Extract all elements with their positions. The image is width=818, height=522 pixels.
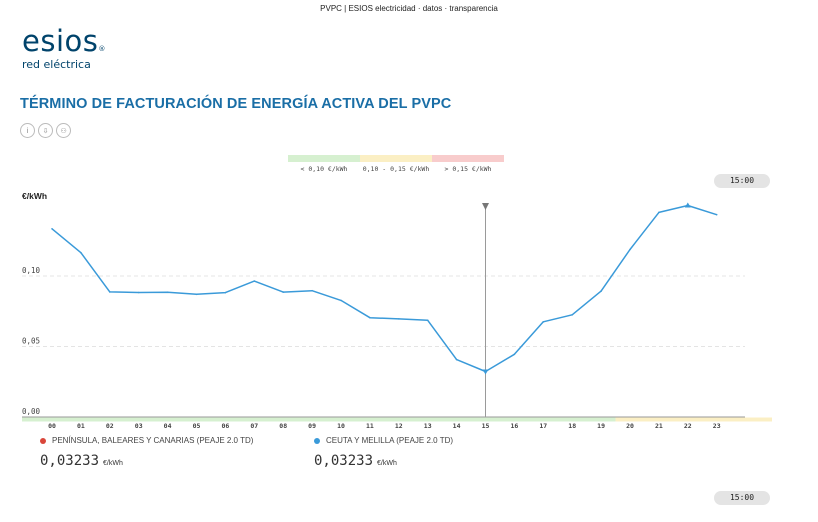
data-point [137,291,140,294]
data-point [455,358,458,361]
data-point [600,290,602,292]
x-tick-label: 06 [221,422,229,430]
x-tick-label: 18 [568,422,576,430]
data-point [571,313,573,316]
chart-grid [22,275,745,418]
logo-registered-mark: ® [98,45,106,53]
selected-hour-marker [482,369,489,375]
data-point [224,291,227,294]
data-point [398,318,400,320]
data-point [109,291,111,293]
x-tick-label: 05 [193,422,201,430]
x-tick-label: 10 [337,422,345,430]
peak-marker [684,202,691,208]
price-range-legend: < 0,10 €/kWh 0,10 - 0,15 €/kWh > 0,15 €/… [288,155,504,173]
series-item-peninsula[interactable]: PENÍNSULA, BALEARES Y CANARIAS (PEAJE 2.… [40,436,253,445]
download-icon[interactable]: ⇩ [38,123,53,138]
x-tick-label: 02 [106,422,114,430]
value-peninsula-unit: €/kWh [103,460,123,467]
series-item-ceuta-melilla[interactable]: CEUTA Y MELILLA (PEAJE 2.0 TD) [314,436,453,445]
page-caption: PVPC | ESIOS electricidad · datos · tran… [320,4,498,13]
legend-high: > 0,15 €/kWh [432,155,504,173]
x-tick-labels: 00 01 02 03 04 05 06 07 08 09 10 11 12 13 14 15 16 17 18 19… [48,422,721,430]
value-ceuta-melilla-unit: €/kWh [377,460,397,467]
data-point [253,280,256,282]
value-peninsula-number: 0,03233 [40,453,100,469]
band-low [22,417,616,422]
cursor-arrow [482,203,489,210]
x-tick-label: 23 [713,422,721,430]
legend-high-label: > 0,15 €/kWh [444,165,492,173]
chart-actions: i ⇩ ⚇ [20,123,71,138]
x-tick-label: 12 [395,422,403,430]
hour-cursor [482,203,489,417]
x-tick-label: 21 [655,422,663,430]
x-tick-label: 17 [539,422,547,430]
series-name-ceuta-melilla: CEUTA Y MELILLA (PEAJE 2.0 TD) [326,436,454,445]
data-point [369,316,371,319]
y-tick-label: 0,10 [22,266,41,275]
x-tick-label: 09 [308,422,316,430]
info-icon[interactable]: i [20,123,35,138]
y-tick-labels: 0,00 0,05 0,10 [22,266,41,416]
series-markers [51,202,718,375]
band-mid [615,417,772,422]
x-tick-label: 19 [597,422,605,430]
legend-low: < 0,10 €/kWh [288,155,360,173]
legend-low-label: < 0,10 €/kWh [300,165,348,173]
y-tick-label: 0,05 [22,337,40,346]
logo-text: esios [22,24,99,58]
series-lines [51,204,717,373]
data-point [166,291,169,294]
legend-high-swatch [432,155,504,162]
value-ceuta-melilla: 0,03233 €/kWh [314,450,397,469]
data-point [195,293,198,296]
data-point [426,319,429,322]
price-band-strip [22,417,772,422]
esios-logo[interactable]: esios® red eléctrica [22,26,106,71]
y-tick-label: 0,00 [22,407,41,416]
x-tick-label: 04 [164,422,172,430]
x-tick-label: 15 [482,422,490,430]
x-tick-label: 08 [279,422,287,430]
x-tick-label: 07 [250,422,258,430]
x-tick-label: 14 [453,422,461,430]
data-point [51,227,53,230]
data-point [513,353,516,356]
series-line-0 [51,204,717,373]
page-title: TÉRMINO DE FACTURACIÓN DE ENERGÍA ACTIVA… [20,96,452,112]
legend-mid-label: 0,10 - 0,15 €/kWh [362,165,430,173]
x-tick-label: 03 [135,422,143,430]
data-point [715,213,718,216]
data-point [282,291,285,293]
chart-icon[interactable]: ⚇ [56,123,71,138]
x-tick-label: 13 [424,422,432,430]
legend-mid: 0,10 - 0,15 €/kWh [360,155,432,173]
data-point [311,289,313,292]
x-tick-label: 16 [510,422,518,430]
series-name-peninsula: PENÍNSULA, BALEARES Y CANARIAS (PEAJE 2.… [52,436,254,445]
data-point [658,211,660,214]
time-selector-top[interactable]: 15:00 [714,174,770,188]
x-tick-label: 22 [684,422,692,430]
series-dot-peninsula [40,437,46,444]
legend-mid-swatch [360,155,432,162]
data-point [340,299,342,302]
series-dot-ceuta-melilla [314,437,320,444]
data-point [542,321,545,323]
data-point [629,248,631,251]
logo-wordmark: esios® [22,26,106,56]
legend-low-swatch [288,155,360,162]
logo-subtitle: red eléctrica [22,58,91,71]
value-ceuta-melilla-number: 0,03233 [314,453,374,469]
y-axis-unit: €/kWh [22,191,48,201]
x-tick-label: 11 [366,422,374,430]
x-tick-label: 20 [626,422,634,430]
x-tick-label: 00 [48,422,56,430]
time-selector-bottom[interactable]: 15:00 [714,491,770,505]
data-point [80,251,82,254]
value-peninsula: 0,03233 €/kWh [40,450,123,469]
x-tick-label: 01 [77,422,85,430]
